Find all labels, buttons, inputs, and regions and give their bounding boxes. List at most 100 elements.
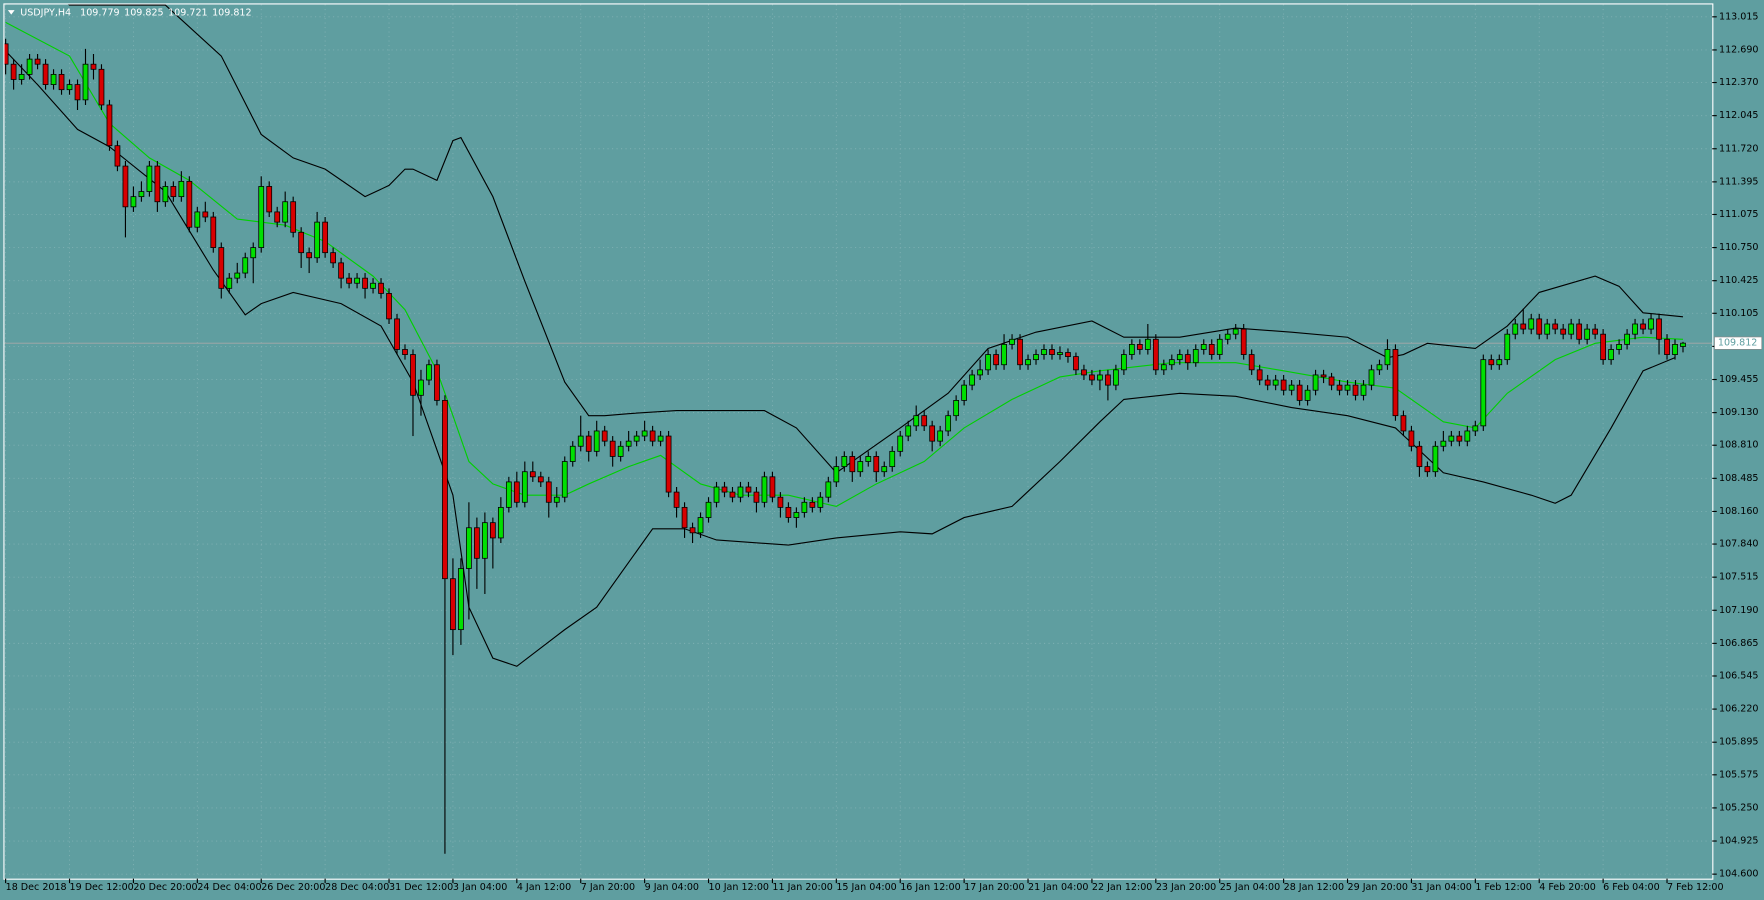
candle-body	[1025, 359, 1031, 366]
y-tick-label: 108.810	[1719, 440, 1758, 451]
candle-body	[665, 435, 672, 493]
band-line	[67, 4, 1684, 474]
candle-body	[625, 440, 632, 447]
candle-body	[106, 104, 113, 147]
candle-body	[1160, 364, 1167, 371]
header-high: 109.825	[124, 7, 163, 18]
candle-body	[1376, 364, 1383, 371]
candle-body	[290, 201, 297, 233]
candle-body	[450, 578, 456, 631]
candle-body	[1360, 384, 1367, 396]
candle-body	[921, 415, 928, 427]
candle-body	[1624, 333, 1630, 345]
candle-body	[577, 435, 584, 447]
candle-body	[1097, 374, 1103, 381]
candle-body	[170, 186, 177, 198]
candle-body	[378, 282, 384, 294]
x-tick-label: 26 Dec 20:00	[261, 882, 325, 893]
candle-body	[122, 165, 129, 208]
candle-body	[1560, 328, 1567, 335]
candle-body	[1041, 349, 1047, 355]
y-tick-label: 108.485	[1719, 473, 1758, 484]
candle-body	[801, 501, 808, 513]
candle-body	[1264, 379, 1271, 386]
x-tick-label: 22 Jan 12:00	[1092, 882, 1152, 893]
candle-body	[1512, 323, 1519, 335]
y-tick-label: 107.190	[1719, 605, 1758, 616]
candle-body	[1009, 338, 1015, 345]
x-tick-label: 29 Jan 20:00	[1348, 882, 1408, 893]
candle-body	[1544, 323, 1551, 335]
candle-body	[689, 527, 696, 534]
plot-area	[4, 4, 1713, 854]
candle-body	[1240, 328, 1247, 355]
candle-body	[4, 43, 9, 65]
candle-body	[857, 461, 864, 473]
candle-body	[1392, 349, 1399, 417]
candle-body	[402, 349, 408, 355]
menu-triangle	[7, 10, 15, 15]
candle-body	[1224, 333, 1231, 340]
candle-body	[945, 415, 952, 432]
candle-body	[330, 252, 336, 264]
candle-body	[146, 165, 153, 192]
candle-body	[1456, 435, 1463, 442]
candle-body	[529, 471, 536, 478]
candle-body	[1432, 445, 1439, 473]
x-tick-label: 1 Feb 12:00	[1475, 882, 1532, 893]
x-tick-label: 10 Jan 12:00	[709, 882, 769, 893]
candle-body	[1184, 354, 1191, 364]
candle-body	[282, 201, 289, 223]
x-tick-label: 7 Feb 12:00	[1667, 882, 1724, 893]
candle-body	[1600, 333, 1606, 361]
candle-body	[1488, 359, 1495, 366]
candle-body	[609, 440, 616, 457]
candle-body	[1128, 343, 1135, 355]
x-tick-label: 15 Jan 04:00	[836, 882, 896, 893]
y-tick-label: 112.045	[1719, 110, 1758, 121]
candle-body	[1232, 328, 1239, 335]
candle-body	[793, 512, 800, 518]
candle-body	[545, 481, 552, 503]
candle-body	[729, 491, 736, 498]
candle-body	[1216, 338, 1223, 355]
candle-body	[849, 456, 856, 473]
x-tick-label: 31 Jan 04:00	[1411, 882, 1471, 893]
candle-body	[1073, 356, 1079, 371]
candle-body	[482, 522, 488, 559]
y-tick-label: 107.515	[1719, 572, 1758, 583]
y-tick-label: 104.600	[1719, 869, 1758, 880]
candle-body	[266, 186, 273, 213]
candle-body	[258, 186, 265, 248]
candle-body	[1656, 318, 1662, 340]
candle-body	[1049, 349, 1055, 355]
candle-body	[1288, 384, 1295, 391]
candle-body	[242, 257, 249, 274]
candle-body	[1632, 323, 1638, 335]
candle-body	[1105, 374, 1111, 386]
candle-body	[889, 450, 896, 468]
candle-body	[521, 471, 528, 503]
candle-body	[553, 496, 560, 503]
candle-body	[753, 491, 760, 503]
candle-body	[18, 73, 25, 80]
candle-body	[250, 247, 257, 259]
candle-body	[673, 491, 680, 508]
candle-body	[194, 211, 201, 228]
candle-body	[1344, 384, 1351, 391]
candle-body	[354, 277, 360, 284]
candle-body	[1608, 349, 1614, 361]
x-tick-label: 17 Jan 20:00	[964, 882, 1024, 893]
candle-body	[1536, 318, 1543, 335]
candle-body	[1504, 333, 1511, 361]
candle-body	[785, 506, 792, 518]
candle-body	[274, 211, 281, 223]
candle-body	[1017, 338, 1023, 366]
x-tick-label: 6 Feb 04:00	[1603, 882, 1660, 893]
candle-body	[1568, 323, 1575, 335]
x-tick-label: 11 Jan 20:00	[772, 882, 832, 893]
x-tick-label: 4 Feb 20:00	[1539, 882, 1596, 893]
price-tag-label: 109.812	[1718, 338, 1757, 349]
